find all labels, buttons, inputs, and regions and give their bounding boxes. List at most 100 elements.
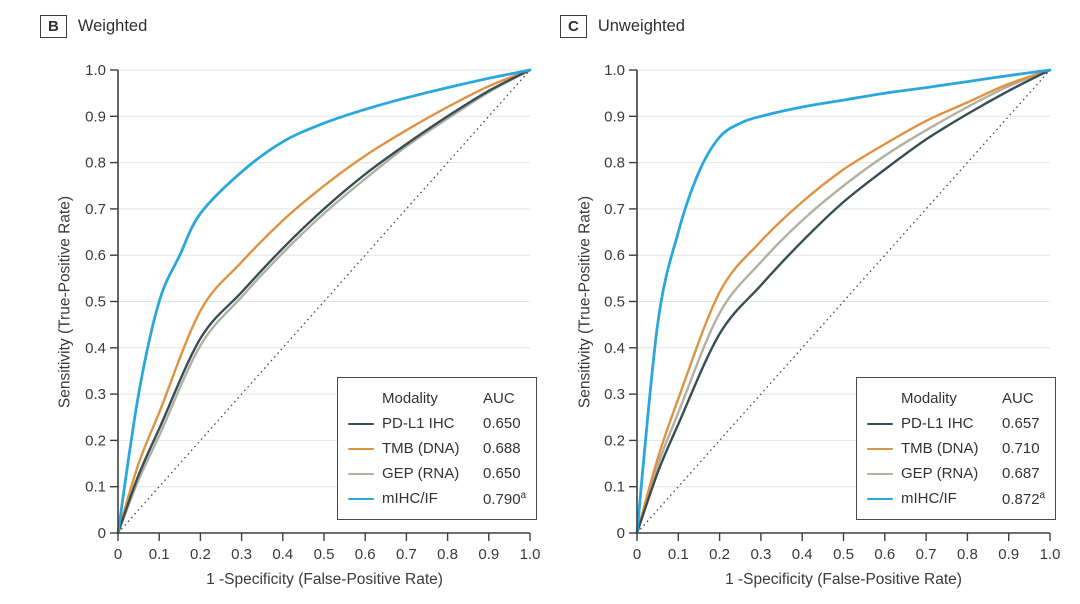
panel-c-title: Unweighted (597, 17, 685, 35)
roc-curve-tmb-dna (635, 68, 1052, 535)
legend-swatch-cell (867, 472, 901, 475)
panel-c-y-axis-label: Sensitivity (True-Positive Rate) (576, 195, 594, 409)
legend-modality-label: PD-L1 IHC (382, 415, 455, 432)
y-tick-label: 0.9 (604, 108, 625, 125)
legend-modality-label: TMB (DNA) (901, 440, 979, 457)
x-tick-label: 0.7 (916, 546, 937, 563)
panel-b-title: Weighted (77, 17, 148, 35)
panel-c-letter-badge: C (560, 15, 587, 38)
legend-modality-label: GEP (RNA) (382, 465, 460, 482)
x-tick-label: 0.9 (478, 546, 499, 563)
y-tick-label: 0.8 (85, 155, 106, 172)
x-tick-label: 0.4 (792, 546, 813, 563)
legend-row-tmb-dna: TMB (DNA) 0.710 (867, 436, 1049, 461)
roc-curve-mihc-if (116, 68, 532, 535)
y-tick-label: 0.1 (604, 479, 625, 496)
legend-auc-value: 0.650 (483, 415, 521, 432)
y-tick-label: 0.7 (85, 201, 106, 218)
legend-auc-value: 0.688 (483, 440, 521, 457)
panel-c-header: C Unweighted (560, 15, 685, 38)
legend-swatch-cell (348, 422, 382, 425)
legend-auc-value: 0.650 (483, 465, 521, 482)
legend-line-swatch (867, 497, 893, 500)
legend-modality-label: GEP (RNA) (901, 465, 979, 482)
legend-auc-header: AUC (1002, 390, 1034, 407)
legend-line-swatch (867, 447, 893, 450)
diagonal-reference-line (636, 69, 1051, 534)
panel-c-x-axis-label: 1 -Specificity (False-Positive Rate) (725, 571, 962, 588)
x-tick-label: 1.0 (1040, 546, 1061, 563)
y-tick-label: 1.0 (85, 62, 106, 79)
legend-row-mihc-if: mIHC/IF 0.872a (867, 486, 1049, 511)
legend-modality-header: Modality (382, 390, 438, 407)
y-tick-label: 0.8 (604, 155, 625, 172)
x-tick-label: 0.6 (874, 546, 895, 563)
legend-swatch-cell (348, 447, 382, 450)
x-tick-label: 0.1 (149, 546, 170, 563)
y-tick-label: 0.2 (85, 432, 106, 449)
legend-swatch-cell (348, 497, 382, 500)
panel-b-letter-badge: B (40, 15, 67, 38)
roc-curve-gep-rna (635, 68, 1052, 535)
y-tick-label: 0.4 (604, 340, 625, 357)
roc-curve-pd-l1-ihc (116, 68, 532, 535)
y-tick-label: 0.9 (85, 108, 106, 125)
roc-curve-gep-rna (116, 68, 532, 535)
legend-modality-header: Modality (901, 390, 957, 407)
y-tick-label: 0.3 (85, 386, 106, 403)
x-tick-label: 0.2 (709, 546, 730, 563)
legend-modality-label: PD-L1 IHC (901, 415, 974, 432)
y-tick-label: 0.5 (85, 294, 106, 311)
x-tick-label: 0 (114, 546, 122, 563)
legend-line-swatch (348, 422, 374, 425)
panel-b-header: B Weighted (40, 15, 147, 38)
x-tick-label: 0.5 (833, 546, 854, 563)
legend-header-row: Modality AUC (867, 386, 1049, 411)
y-tick-label: 0.6 (85, 247, 106, 264)
legend-row-tmb-dna: TMB (DNA) 0.688 (348, 436, 530, 461)
legend-swatch-cell (348, 472, 382, 475)
panel-c-legend: Modality AUC PD-L1 IHC 0.657 TMB (DNA) 0.71… (856, 377, 1056, 520)
legend-line-swatch (867, 472, 893, 475)
y-tick-label: 0 (617, 525, 625, 542)
y-tick-label: 0.2 (604, 432, 625, 449)
y-tick-label: 0.7 (604, 201, 625, 218)
auc-footnote-superscript: a (1039, 489, 1046, 501)
panel-b-legend: Modality AUC PD-L1 IHC 0.650 TMB (DNA) 0.68… (337, 377, 537, 520)
legend-line-swatch (867, 422, 893, 425)
legend-row-mihc-if: mIHC/IF 0.790a (348, 486, 530, 511)
legend-row-gep-rna: GEP (RNA) 0.650 (348, 461, 530, 486)
panel-b-y-axis-label: Sensitivity (True-Positive Rate) (56, 195, 74, 409)
x-tick-label: 0 (633, 546, 641, 563)
x-tick-label: 0.4 (272, 546, 293, 563)
x-tick-label: 0.2 (190, 546, 211, 563)
x-tick-label: 0.3 (750, 546, 771, 563)
legend-row-gep-rna: GEP (RNA) 0.687 (867, 461, 1049, 486)
panel-b-x-axis-label: 1 -Specificity (False-Positive Rate) (206, 571, 443, 588)
legend-swatch-cell (867, 447, 901, 450)
legend-swatch-cell (867, 497, 901, 500)
y-tick-label: 0.3 (604, 386, 625, 403)
x-tick-label: 0.7 (396, 546, 417, 563)
roc-curve-mihc-if (635, 68, 1052, 535)
y-tick-label: 0 (98, 525, 106, 542)
x-tick-label: 0.8 (437, 546, 458, 563)
legend-modality-label: mIHC/IF (901, 490, 957, 507)
legend-modality-label: TMB (DNA) (382, 440, 460, 457)
legend-row-pd-l1-ihc: PD-L1 IHC 0.657 (867, 411, 1049, 436)
x-tick-label: 1.0 (520, 546, 541, 563)
auc-footnote-superscript: a (520, 489, 527, 501)
x-tick-label: 0.8 (957, 546, 978, 563)
y-tick-label: 0.6 (604, 247, 625, 264)
roc-curve-pd-l1-ihc (635, 68, 1052, 535)
legend-line-swatch (348, 472, 374, 475)
legend-line-swatch (348, 497, 374, 500)
legend-row-pd-l1-ihc: PD-L1 IHC 0.650 (348, 411, 530, 436)
y-tick-label: 0.4 (85, 340, 106, 357)
x-tick-label: 0.3 (231, 546, 252, 563)
panel-b: 00 0.1 0.1 0.2 0.2 0.3 0.3 0.4 0.4 0.5 0.5 0.6 0.6 0.… (85, 62, 540, 563)
panel-c: 00 0.1 0.1 0.2 0.2 0.3 0.3 0.4 0.4 0.5 0.5 0.6 0.6 0.… (604, 62, 1060, 563)
legend-modality-label: mIHC/IF (382, 490, 438, 507)
